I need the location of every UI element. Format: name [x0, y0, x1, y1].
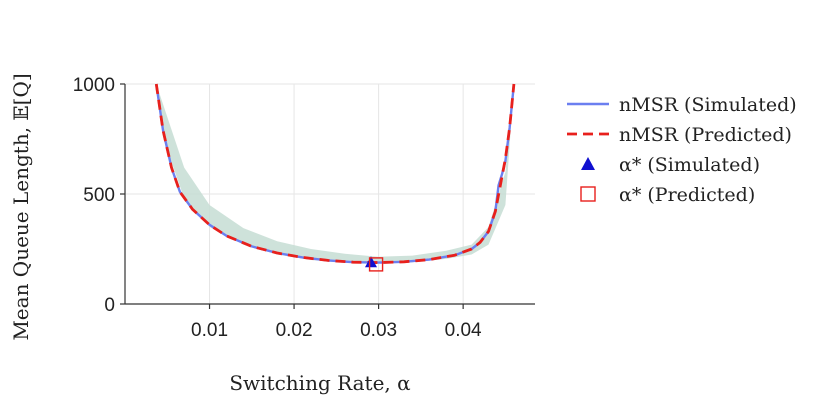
ticks: 0.01 0.02 0.03 0.04 0 500 1000 [73, 75, 482, 341]
alpha-star-predicted-marker [368, 257, 384, 272]
series-line-predicted [154, 83, 516, 265]
legend-label: α* (Predicted) [619, 184, 755, 206]
y-tick-label: 500 [83, 185, 115, 206]
x-tick-label: 0.03 [360, 320, 397, 341]
series-layer [154, 83, 516, 265]
legend-item: α* (Predicted) [580, 184, 755, 206]
y-tick-label: 0 [104, 295, 115, 316]
x-axis-title: Switching Rate, α [229, 371, 410, 395]
legend-item: α* (Simulated) [581, 154, 760, 176]
alpha-star-simulated-marker [365, 256, 377, 268]
legend: nMSR (Simulated) nMSR (Predicted) α* (Simu… [567, 94, 797, 206]
legend-label: nMSR (Predicted) [619, 124, 792, 146]
legend-swatch-triangle [581, 157, 595, 170]
y-axis-title: Mean Queue Length, 𝔼[Q] [9, 73, 33, 340]
x-tick-label: 0.01 [191, 320, 228, 341]
legend-label: nMSR (Simulated) [619, 94, 797, 116]
marker-layer [365, 256, 384, 272]
legend-item: nMSR (Predicted) [567, 124, 792, 146]
y-tick-label: 1000 [73, 75, 115, 96]
x-tick-label: 0.02 [276, 320, 313, 341]
x-tick-label: 0.04 [445, 320, 482, 341]
legend-label: α* (Simulated) [619, 154, 760, 176]
legend-swatch-square [580, 186, 596, 202]
legend-item: nMSR (Simulated) [567, 94, 797, 116]
